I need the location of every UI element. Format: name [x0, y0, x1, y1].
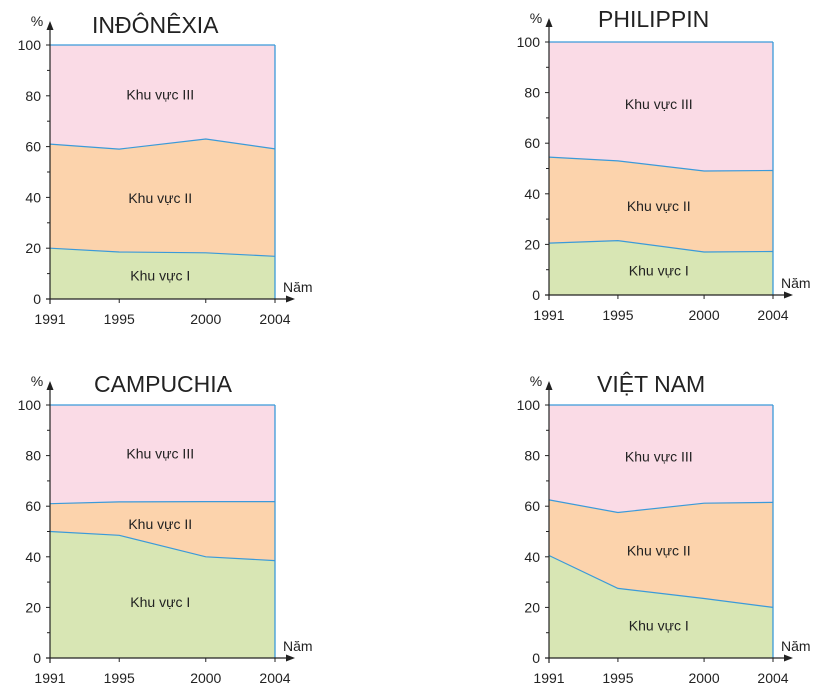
y-tick-label: 80 [524, 448, 540, 464]
x-tick-label: 1995 [602, 307, 633, 323]
y-tick-label: 100 [18, 37, 42, 53]
x-tick-label: 1995 [104, 670, 135, 686]
band-label: Khu vực III [126, 445, 194, 461]
chart-title: VIỆT NAM [597, 371, 705, 397]
area-2 [50, 501, 275, 561]
y-axis-arrow [545, 381, 553, 390]
x-axis-unit: Năm [283, 279, 313, 295]
y-tick-label: 40 [25, 549, 41, 565]
band-boundary-line [548, 554, 774, 608]
y-tick-label: 80 [25, 88, 41, 104]
y-tick-label: 0 [532, 287, 540, 303]
band-label: Khu vực I [629, 263, 689, 279]
band-label: Khu vực III [625, 448, 693, 464]
band-boundary-line [548, 499, 774, 514]
area-1 [50, 248, 275, 299]
x-axis-arrow [286, 295, 295, 303]
band-label: Khu vực I [629, 618, 689, 634]
y-axis-unit: % [31, 373, 43, 389]
band-label: Khu vực II [627, 198, 691, 214]
x-tick-label: 2000 [688, 670, 719, 686]
y-tick-label: 60 [524, 135, 540, 151]
y-axis-arrow [46, 381, 54, 390]
x-axis-arrow [784, 654, 793, 662]
y-tick-label: 40 [524, 186, 540, 202]
area-1 [50, 531, 275, 658]
y-tick-label: 60 [25, 498, 41, 514]
band-label: Khu vực I [130, 594, 190, 610]
y-axis-unit: % [530, 10, 542, 26]
band-label: Khu vực III [126, 87, 194, 103]
y-tick-label: 80 [25, 448, 41, 464]
area-3 [549, 42, 773, 171]
x-tick-label: 1991 [34, 670, 65, 686]
y-tick-label: 20 [524, 236, 540, 252]
x-tick-label: 2004 [757, 670, 788, 686]
y-tick-label: 40 [25, 189, 41, 205]
y-axis-unit: % [31, 13, 43, 29]
x-tick-label: 2000 [688, 307, 719, 323]
y-tick-label: 100 [18, 397, 42, 413]
chart-panel-3: 0 20 40 60 80 100 1991 1995 2000 2004% Năm CAMPUCHI… [18, 371, 313, 686]
y-tick-label: 60 [25, 139, 41, 155]
band-boundary-line [548, 239, 774, 253]
y-tick-label: 20 [25, 599, 41, 615]
x-axis-unit: Năm [283, 638, 313, 654]
x-axis-unit: Năm [781, 275, 811, 291]
band-label: Khu vực I [130, 268, 190, 284]
x-tick-label: 2004 [259, 311, 290, 327]
x-tick-label: 2000 [190, 670, 221, 686]
band-label: Khu vực II [128, 516, 192, 532]
y-axis-unit: % [530, 373, 542, 389]
band-boundary-line [49, 138, 276, 150]
chart-panel-2: 0 20 40 60 80 100 1991 1995 2000 2004% Năm PHILIPPI… [517, 6, 811, 323]
band-boundary-line [548, 156, 774, 172]
y-tick-label: 20 [25, 240, 41, 256]
band-boundary-line [49, 530, 276, 562]
x-axis-unit: Năm [781, 638, 811, 654]
chart-title: PHILIPPIN [598, 6, 709, 32]
x-tick-label: 1991 [34, 311, 65, 327]
band-boundary-line [49, 247, 276, 257]
y-axis-arrow [46, 21, 54, 30]
band-label: Khu vực II [128, 190, 192, 206]
y-tick-label: 0 [33, 650, 41, 666]
chart-title: INĐÔNÊXIA [92, 11, 219, 38]
y-tick-label: 100 [517, 34, 541, 50]
area-2 [549, 499, 773, 608]
x-tick-label: 1991 [533, 670, 564, 686]
area-3 [549, 405, 773, 513]
chart-title: CAMPUCHIA [94, 371, 233, 397]
band-label: Khu vực II [627, 543, 691, 559]
area-2 [50, 139, 275, 257]
area-1 [549, 240, 773, 295]
area-3 [50, 405, 275, 504]
y-tick-label: 80 [524, 85, 540, 101]
area-1 [549, 555, 773, 658]
y-tick-label: 0 [33, 291, 41, 307]
x-tick-label: 1995 [104, 311, 135, 327]
x-axis-arrow [784, 291, 793, 299]
chart-panel-1: 0 20 40 60 80 100 1991 1995 2000 2004% Năm INĐÔNÊXI… [18, 11, 313, 327]
x-tick-label: 2000 [190, 311, 221, 327]
y-axis-arrow [545, 18, 553, 27]
chart-panel-4: 0 20 40 60 80 100 1991 1995 2000 2004% Năm VIỆT NAM… [517, 371, 811, 686]
y-tick-label: 100 [517, 397, 541, 413]
band-boundary-line [49, 501, 275, 505]
y-tick-label: 40 [524, 549, 540, 565]
x-tick-label: 1995 [602, 670, 633, 686]
y-tick-label: 0 [532, 650, 540, 666]
x-tick-label: 2004 [259, 670, 290, 686]
area-2 [549, 157, 773, 252]
y-tick-label: 20 [524, 599, 540, 615]
area-3 [50, 45, 275, 150]
x-tick-label: 1991 [533, 307, 564, 323]
band-label: Khu vực III [625, 96, 693, 112]
y-tick-label: 60 [524, 498, 540, 514]
x-tick-label: 2004 [757, 307, 788, 323]
x-axis-arrow [286, 654, 295, 662]
